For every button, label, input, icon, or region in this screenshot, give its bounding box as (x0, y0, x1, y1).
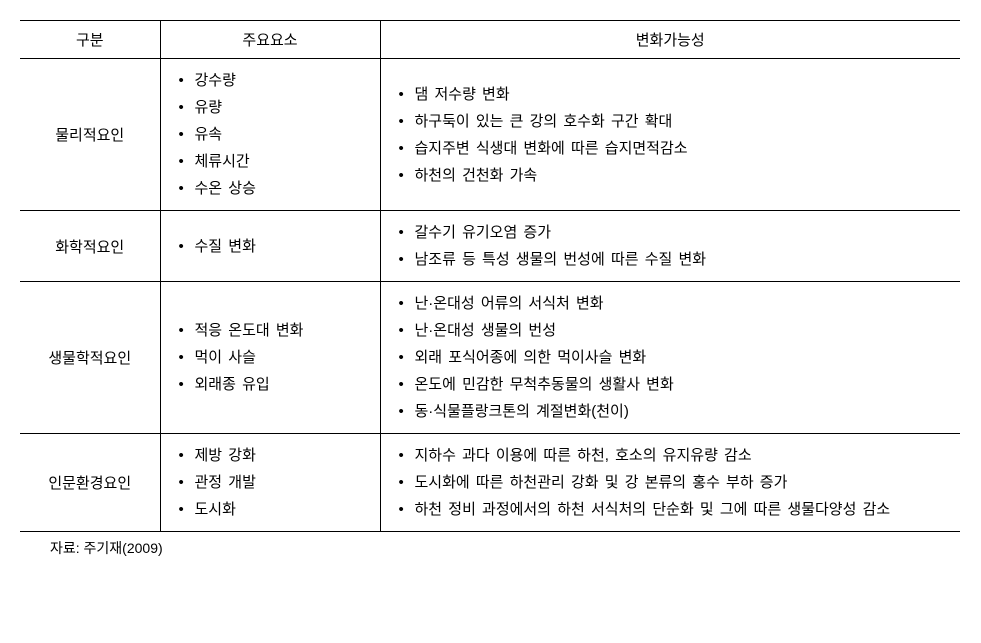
list-item: 난·온대성 생물의 번성 (399, 317, 949, 344)
list-item: 외래 포식어종에 의한 먹이사슬 변화 (399, 344, 949, 371)
list-item: 남조류 등 특성 생물의 번성에 따른 수질 변화 (399, 246, 949, 273)
factors-list: 적응 온도대 변화먹이 사슬외래종 유입 (173, 317, 368, 398)
list-item: 도시화 (179, 496, 368, 523)
list-item: 갈수기 유기오염 증가 (399, 219, 949, 246)
factors-list: 제방 강화관정 개발도시화 (173, 442, 368, 523)
list-item: 강수량 (179, 67, 368, 94)
changes-cell: 갈수기 유기오염 증가남조류 등 특성 생물의 번성에 따른 수질 변화 (380, 211, 960, 282)
factors-cell: 제방 강화관정 개발도시화 (160, 434, 380, 532)
changes-list: 갈수기 유기오염 증가남조류 등 특성 생물의 번성에 따른 수질 변화 (393, 219, 949, 273)
factors-list: 강수량유량유속체류시간수온 상승 (173, 67, 368, 202)
category-cell: 인문환경요인 (20, 434, 160, 532)
table-row: 물리적요인강수량유량유속체류시간수온 상승댐 저수량 변화하구둑이 있는 큰 강… (20, 59, 960, 211)
factors-cell: 적응 온도대 변화먹이 사슬외래종 유입 (160, 282, 380, 434)
header-changes: 변화가능성 (380, 21, 960, 59)
changes-list: 댐 저수량 변화하구둑이 있는 큰 강의 호수화 구간 확대습지주변 식생대 변… (393, 81, 949, 189)
list-item: 먹이 사슬 (179, 344, 368, 371)
list-item: 제방 강화 (179, 442, 368, 469)
factors-table: 구분 주요요소 변화가능성 물리적요인강수량유량유속체류시간수온 상승댐 저수량… (20, 20, 960, 532)
changes-list: 지하수 과다 이용에 따른 하천, 호소의 유지유량 감소도시화에 따른 하천관… (393, 442, 949, 523)
category-cell: 물리적요인 (20, 59, 160, 211)
table-body: 물리적요인강수량유량유속체류시간수온 상승댐 저수량 변화하구둑이 있는 큰 강… (20, 59, 960, 532)
list-item: 하구둑이 있는 큰 강의 호수화 구간 확대 (399, 108, 949, 135)
list-item: 하천의 건천화 가속 (399, 162, 949, 189)
list-item: 동·식물플랑크톤의 계절변화(천이) (399, 398, 949, 425)
list-item: 체류시간 (179, 148, 368, 175)
table-header-row: 구분 주요요소 변화가능성 (20, 21, 960, 59)
list-item: 온도에 민감한 무척추동물의 생활사 변화 (399, 371, 949, 398)
list-item: 유량 (179, 94, 368, 121)
table-row: 인문환경요인제방 강화관정 개발도시화지하수 과다 이용에 따른 하천, 호소의… (20, 434, 960, 532)
table-row: 화학적요인 수질 변화 갈수기 유기오염 증가남조류 등 특성 생물의 번성에 따른… (20, 211, 960, 282)
header-factors: 주요요소 (160, 21, 380, 59)
changes-cell: 지하수 과다 이용에 따른 하천, 호소의 유지유량 감소도시화에 따른 하천관… (380, 434, 960, 532)
list-item: 외래종 유입 (179, 371, 368, 398)
list-item: 습지주변 식생대 변화에 따른 습지면적감소 (399, 135, 949, 162)
list-item: 수질 변화 (179, 233, 368, 260)
category-cell: 화학적요인 (20, 211, 160, 282)
source-citation: 자료: 주기재(2009) (50, 538, 961, 558)
header-category: 구분 (20, 21, 160, 59)
list-item: 유속 (179, 121, 368, 148)
list-item: 지하수 과다 이용에 따른 하천, 호소의 유지유량 감소 (399, 442, 949, 469)
list-item: 수온 상승 (179, 175, 368, 202)
factors-list: 수질 변화 (173, 233, 368, 260)
table-row: 생물학적요인적응 온도대 변화먹이 사슬외래종 유입난·온대성 어류의 서식처 … (20, 282, 960, 434)
list-item: 난·온대성 어류의 서식처 변화 (399, 290, 949, 317)
factors-cell: 강수량유량유속체류시간수온 상승 (160, 59, 380, 211)
category-cell: 생물학적요인 (20, 282, 160, 434)
factors-cell: 수질 변화 (160, 211, 380, 282)
changes-cell: 댐 저수량 변화하구둑이 있는 큰 강의 호수화 구간 확대습지주변 식생대 변… (380, 59, 960, 211)
list-item: 관정 개발 (179, 469, 368, 496)
list-item: 하천 정비 과정에서의 하천 서식처의 단순화 및 그에 따른 생물다양성 감소 (399, 496, 949, 523)
list-item: 적응 온도대 변화 (179, 317, 368, 344)
list-item: 댐 저수량 변화 (399, 81, 949, 108)
list-item: 도시화에 따른 하천관리 강화 및 강 본류의 홍수 부하 증가 (399, 469, 949, 496)
changes-cell: 난·온대성 어류의 서식처 변화난·온대성 생물의 번성외래 포식어종에 의한 … (380, 282, 960, 434)
changes-list: 난·온대성 어류의 서식처 변화난·온대성 생물의 번성외래 포식어종에 의한 … (393, 290, 949, 425)
